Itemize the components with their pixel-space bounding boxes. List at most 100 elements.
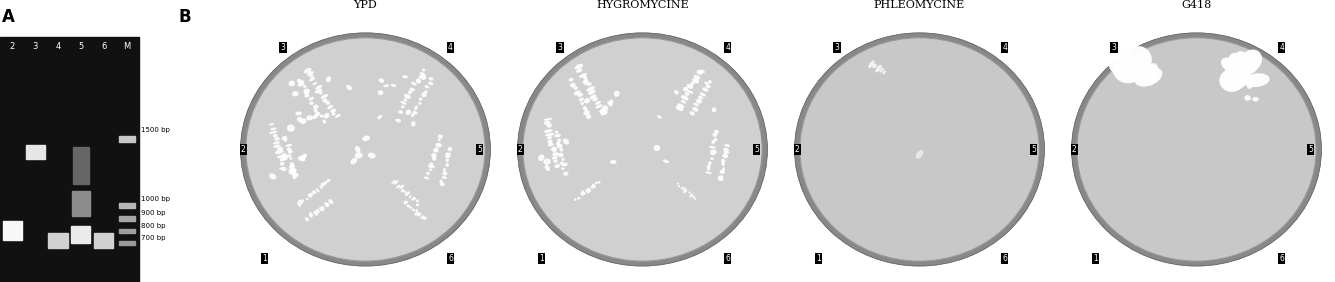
Ellipse shape xyxy=(304,93,310,98)
Ellipse shape xyxy=(583,106,587,111)
Text: 700 bp: 700 bp xyxy=(140,235,166,241)
Ellipse shape xyxy=(394,180,398,184)
Bar xyxy=(25,145,44,159)
Ellipse shape xyxy=(583,98,590,103)
Ellipse shape xyxy=(319,207,323,212)
Ellipse shape xyxy=(319,186,323,189)
Ellipse shape xyxy=(439,182,445,186)
Text: 2: 2 xyxy=(240,145,246,154)
Ellipse shape xyxy=(290,164,295,169)
Ellipse shape xyxy=(710,157,714,160)
Ellipse shape xyxy=(272,134,278,138)
Ellipse shape xyxy=(308,214,312,218)
Ellipse shape xyxy=(570,83,575,87)
Ellipse shape xyxy=(445,154,450,158)
Ellipse shape xyxy=(282,168,287,171)
Ellipse shape xyxy=(290,157,292,160)
Text: 1: 1 xyxy=(1093,254,1097,263)
Bar xyxy=(48,233,68,248)
Text: 4: 4 xyxy=(55,42,60,51)
Ellipse shape xyxy=(1072,33,1322,266)
Ellipse shape xyxy=(326,100,330,105)
Ellipse shape xyxy=(657,115,662,118)
Ellipse shape xyxy=(303,89,310,94)
Ellipse shape xyxy=(586,82,591,86)
Text: 3: 3 xyxy=(1112,43,1116,52)
Ellipse shape xyxy=(1115,55,1132,68)
Ellipse shape xyxy=(593,98,598,101)
Ellipse shape xyxy=(518,33,768,266)
Ellipse shape xyxy=(275,137,280,141)
Ellipse shape xyxy=(720,170,725,174)
Text: 800 bp: 800 bp xyxy=(140,222,166,229)
Ellipse shape xyxy=(916,150,924,159)
Ellipse shape xyxy=(300,118,307,124)
Ellipse shape xyxy=(304,217,310,221)
Ellipse shape xyxy=(409,195,411,198)
Ellipse shape xyxy=(697,70,702,75)
Ellipse shape xyxy=(270,173,276,180)
Text: 2: 2 xyxy=(9,42,15,51)
Ellipse shape xyxy=(1240,80,1247,85)
Ellipse shape xyxy=(310,212,314,216)
Ellipse shape xyxy=(288,168,296,175)
Bar xyxy=(119,228,135,233)
Ellipse shape xyxy=(395,119,400,123)
Ellipse shape xyxy=(704,81,709,85)
Ellipse shape xyxy=(579,73,587,78)
Ellipse shape xyxy=(569,78,574,82)
Ellipse shape xyxy=(882,70,886,74)
Text: 4: 4 xyxy=(725,43,730,52)
Ellipse shape xyxy=(383,84,388,87)
Ellipse shape xyxy=(595,101,601,105)
Ellipse shape xyxy=(713,133,717,137)
Ellipse shape xyxy=(689,193,693,198)
Ellipse shape xyxy=(609,100,613,105)
Ellipse shape xyxy=(700,69,705,73)
Ellipse shape xyxy=(323,181,327,185)
Ellipse shape xyxy=(296,202,302,207)
Ellipse shape xyxy=(582,190,586,195)
Ellipse shape xyxy=(298,199,303,204)
Ellipse shape xyxy=(1247,83,1252,89)
Ellipse shape xyxy=(447,147,453,151)
Text: 3: 3 xyxy=(32,42,37,51)
Ellipse shape xyxy=(274,145,280,148)
Ellipse shape xyxy=(300,153,307,160)
Ellipse shape xyxy=(400,105,405,109)
Ellipse shape xyxy=(312,105,319,109)
Ellipse shape xyxy=(272,141,280,145)
Ellipse shape xyxy=(690,82,694,86)
Ellipse shape xyxy=(302,199,304,202)
Ellipse shape xyxy=(331,113,335,116)
Ellipse shape xyxy=(693,75,700,80)
Ellipse shape xyxy=(709,146,716,149)
Ellipse shape xyxy=(446,158,449,162)
Ellipse shape xyxy=(523,38,762,261)
Ellipse shape xyxy=(315,85,322,90)
Ellipse shape xyxy=(419,75,422,79)
Ellipse shape xyxy=(418,102,422,105)
Ellipse shape xyxy=(438,138,441,141)
Ellipse shape xyxy=(681,187,684,190)
Ellipse shape xyxy=(304,68,311,73)
Ellipse shape xyxy=(598,181,601,184)
Ellipse shape xyxy=(1224,74,1242,89)
Text: 6: 6 xyxy=(101,42,107,51)
Text: 2: 2 xyxy=(794,145,800,154)
Ellipse shape xyxy=(689,111,694,115)
Ellipse shape xyxy=(586,86,595,91)
Ellipse shape xyxy=(577,197,581,200)
Ellipse shape xyxy=(355,153,363,159)
Ellipse shape xyxy=(693,103,700,106)
Ellipse shape xyxy=(291,168,296,173)
Ellipse shape xyxy=(324,202,328,207)
Ellipse shape xyxy=(551,156,558,160)
Ellipse shape xyxy=(295,111,302,116)
Ellipse shape xyxy=(574,86,578,90)
Ellipse shape xyxy=(692,195,696,198)
Text: A: A xyxy=(1,8,15,27)
Ellipse shape xyxy=(399,185,405,189)
Ellipse shape xyxy=(561,163,567,166)
Bar xyxy=(95,233,113,248)
